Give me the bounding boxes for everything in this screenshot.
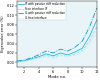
Legend: IF with passive stiff reduction, Free interface IF, IL with passive stiff reduct: IF with passive stiff reduction, Free in…	[18, 2, 66, 20]
Free interface IF	[45, 55, 47, 56]
Line: IL with passive stiff reduction: IL with passive stiff reduction	[17, 8, 97, 61]
X-axis label: Mode no.: Mode no.	[48, 75, 66, 79]
IL free interface	[89, 44, 90, 45]
Free interface IF	[74, 53, 76, 54]
IL with passive stiff reduction	[53, 52, 54, 53]
IF with passive stiff reduction	[16, 61, 18, 62]
IF with passive stiff reduction	[31, 58, 32, 59]
IF with passive stiff reduction	[38, 56, 39, 57]
IL free interface	[60, 56, 61, 57]
Line: IL free interface: IL free interface	[17, 32, 97, 62]
IL with passive stiff reduction	[96, 8, 97, 9]
IL with passive stiff reduction	[38, 54, 39, 55]
Free interface IF	[24, 61, 25, 62]
IF with passive stiff reduction	[67, 54, 68, 55]
IL free interface	[96, 31, 97, 32]
IL with passive stiff reduction	[16, 60, 18, 61]
IL free interface	[53, 58, 54, 59]
Free interface IF	[31, 59, 32, 60]
IL free interface	[82, 52, 83, 53]
Line: IF with passive stiff reduction: IF with passive stiff reduction	[17, 20, 97, 61]
IF with passive stiff reduction	[82, 48, 83, 49]
Free interface IF	[16, 61, 18, 62]
IL with passive stiff reduction	[24, 60, 25, 61]
Free interface IF	[82, 50, 83, 51]
IL free interface	[45, 56, 47, 57]
IL with passive stiff reduction	[60, 49, 61, 50]
IL free interface	[24, 61, 25, 62]
Line: Free interface IF: Free interface IF	[17, 27, 97, 62]
Free interface IF	[60, 54, 61, 55]
IL with passive stiff reduction	[45, 51, 47, 52]
Free interface IF	[38, 57, 39, 58]
Free interface IF	[89, 41, 90, 42]
Y-axis label: Eigenvalue error (%): Eigenvalue error (%)	[1, 16, 5, 52]
IL free interface	[31, 60, 32, 61]
Free interface IF	[96, 26, 97, 27]
IL free interface	[67, 57, 68, 58]
IF with passive stiff reduction	[60, 52, 61, 53]
IF with passive stiff reduction	[53, 55, 54, 56]
IF with passive stiff reduction	[89, 36, 90, 37]
IL free interface	[38, 58, 39, 59]
IF with passive stiff reduction	[24, 60, 25, 61]
IL with passive stiff reduction	[67, 51, 68, 52]
IL with passive stiff reduction	[89, 26, 90, 27]
IL with passive stiff reduction	[74, 47, 76, 48]
IF with passive stiff reduction	[96, 19, 97, 20]
IL free interface	[16, 61, 18, 62]
Free interface IF	[67, 56, 68, 57]
Free interface IF	[53, 57, 54, 58]
IL free interface	[74, 55, 76, 56]
IF with passive stiff reduction	[45, 53, 47, 54]
IL with passive stiff reduction	[82, 41, 83, 42]
IL with passive stiff reduction	[31, 57, 32, 58]
